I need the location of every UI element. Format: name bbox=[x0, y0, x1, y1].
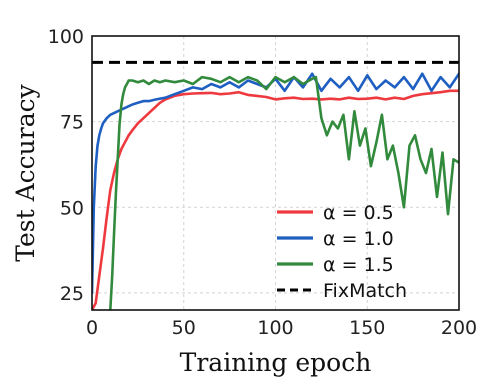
x-axis-label: Training epoch bbox=[180, 348, 372, 377]
legend-label: α = 1.5 bbox=[323, 254, 394, 276]
x-tick-label: 50 bbox=[172, 317, 196, 339]
tick-labels: 0 50 100 150 200 25 50 75 100 bbox=[48, 26, 477, 339]
y-axis-label: Test Accuracy bbox=[11, 83, 40, 261]
y-tick-label: 75 bbox=[60, 112, 84, 134]
legend-label: FixMatch bbox=[323, 280, 407, 302]
y-tick-label: 25 bbox=[60, 283, 84, 305]
legend-label: α = 1.0 bbox=[323, 228, 394, 250]
y-tick-label: 50 bbox=[60, 197, 84, 219]
legend: α = 0.5 α = 1.0 α = 1.5 FixMatch bbox=[277, 202, 407, 302]
x-tick-label: 150 bbox=[349, 317, 385, 339]
legend-label: α = 0.5 bbox=[323, 202, 394, 224]
x-tick-label: 200 bbox=[441, 317, 477, 339]
x-tick-label: 0 bbox=[86, 317, 98, 339]
x-tick-label: 100 bbox=[257, 317, 293, 339]
plot-frame bbox=[91, 35, 460, 311]
series-line bbox=[109, 75, 459, 310]
y-tick-label: 100 bbox=[48, 26, 84, 48]
series-line bbox=[92, 72, 459, 295]
series-lines bbox=[92, 60, 459, 310]
series-line bbox=[92, 89, 459, 310]
